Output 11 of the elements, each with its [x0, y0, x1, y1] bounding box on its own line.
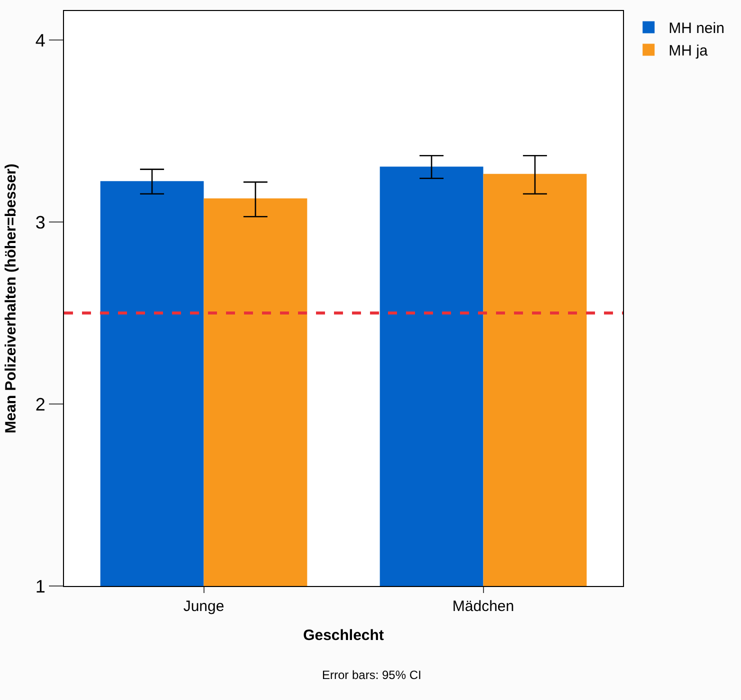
y-tick-label: 3	[35, 212, 46, 232]
text: Error bars: 95% CI	[322, 668, 422, 682]
y-axis-title: Mean Polizeiverhalten (höher=besser)	[2, 164, 20, 434]
legend-label: MH ja	[668, 42, 708, 60]
y-tick-label: 4	[35, 30, 46, 50]
legend-label: MH nein	[668, 20, 724, 38]
x-tick-label: Mädchen	[452, 598, 514, 615]
y-tick-label: 1	[35, 576, 46, 596]
y-tick-label: 2	[35, 394, 46, 414]
x-axis-title: Geschlecht	[303, 627, 384, 644]
x-tick-label: Junge	[183, 598, 224, 615]
